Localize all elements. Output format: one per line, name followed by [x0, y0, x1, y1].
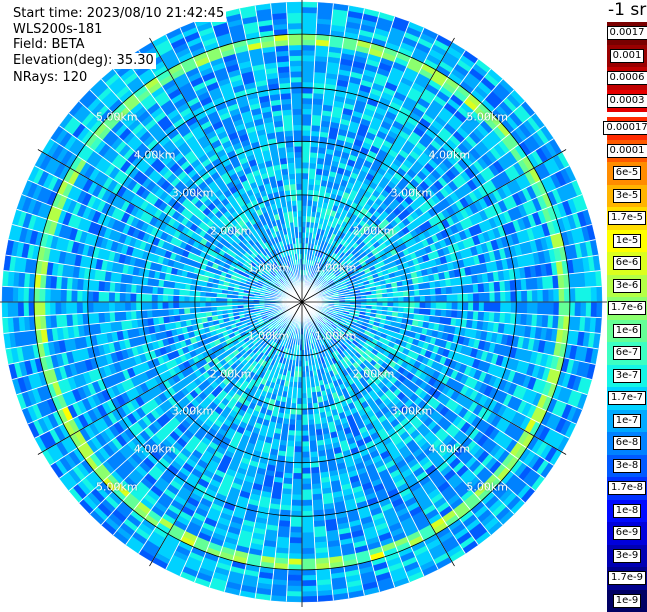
range-label: 2.00km	[353, 367, 395, 380]
colorbar: 0.0017 0.001 0.0006 0.0003 0.00017 0.0001 6e-5…	[607, 22, 647, 607]
range-label: 2.00km	[210, 367, 252, 380]
colorbar-tick-label: 6e-8	[613, 436, 642, 450]
colorbar-tick-label: 1e-6	[613, 324, 642, 338]
range-label: 4.00km	[429, 443, 471, 456]
range-label: 5.00km	[466, 481, 508, 494]
colorbar-bin: 3e-6	[607, 275, 647, 298]
colorbar-tick-label: 0.0017	[607, 26, 647, 40]
colorbar-bin: 1e-7	[607, 410, 647, 433]
colorbar-tick-label: 1.7e-5	[608, 211, 646, 225]
colorbar-tick-label: 0.0003	[607, 94, 647, 108]
colorbar-tick-label: 3e-5	[613, 189, 642, 203]
colorbar-tick-label: 6e-6	[613, 256, 642, 270]
instrument-text: WLS200s-181	[11, 22, 104, 38]
colorbar-tick-label: 1.7e-8	[608, 481, 646, 495]
colorbar-bin: 6e-9	[607, 522, 647, 545]
nrays-text: NRays: 120	[11, 70, 89, 86]
range-label: 4.00km	[134, 148, 176, 161]
range-label: 2.00km	[353, 224, 395, 237]
colorbar-tick-label: 0.0001	[607, 144, 647, 158]
colorbar-bin: 1.7e-6	[607, 297, 647, 320]
colorbar-tick-label: 3e-6	[613, 279, 642, 293]
colorbar-bin: 3e-8	[607, 455, 647, 478]
colorbar-bin: 3e-9	[607, 545, 647, 568]
range-label: 4.00km	[429, 148, 471, 161]
colorbar-bin: 0.001	[607, 45, 647, 68]
colorbar-tick-label: 1e-8	[613, 504, 642, 518]
range-label: 3.00km	[172, 186, 214, 199]
colorbar-bin: 1e-6	[607, 320, 647, 343]
field-text: Field: BETA	[11, 37, 86, 53]
colorbar-bin: 1.7e-8	[607, 477, 647, 500]
colorbar-bin: 1e-9	[607, 590, 647, 612]
colorbar-bin: 1.7e-7	[607, 387, 647, 410]
colorbar-tick-label: 1e-9	[613, 594, 642, 608]
colorbar-tick-label: 3e-9	[613, 549, 642, 563]
range-label: 1.00km	[315, 329, 357, 342]
range-label: 2.00km	[210, 224, 252, 237]
colorbar-tick-label: 6e-5	[613, 166, 642, 180]
colorbar-bin: 1.7e-5	[607, 207, 647, 230]
colorbar-bin: 6e-7	[607, 342, 647, 365]
colorbar-tick-label: 1.7e-6	[608, 301, 646, 315]
range-label: 3.00km	[391, 405, 433, 418]
range-label: 3.00km	[391, 186, 433, 199]
colorbar-bin: 6e-6	[607, 252, 647, 275]
colorbar-tick-label: 1e-5	[613, 234, 642, 248]
colorbar-tick-label: 0.0006	[607, 71, 647, 85]
range-label: 5.00km	[466, 110, 508, 123]
colorbar-bin: 6e-5	[607, 162, 647, 185]
colorbar-bin: 0.0006	[607, 67, 647, 90]
colorbar-bin: 3e-7	[607, 365, 647, 388]
colorbar-tick-label: 6e-9	[613, 526, 642, 540]
range-label: 1.00km	[315, 262, 357, 275]
range-label: 1.00km	[248, 329, 290, 342]
colorbar-bin: 0.0003	[607, 90, 647, 113]
elevation-text: Elevation(deg): 35.30	[11, 53, 156, 69]
colorbar-tick-label: 3e-8	[613, 459, 642, 473]
colorbar-tick-label: 1e-7	[613, 414, 642, 428]
range-label: 1.00km	[248, 262, 290, 275]
colorbar-bin: 1.7e-9	[607, 567, 647, 590]
colorbar-tick-label: 1.7e-7	[608, 391, 646, 405]
colorbar-bin: 1e-5	[607, 230, 647, 253]
colorbar-bin: 0.0001	[607, 140, 647, 163]
range-label: 3.00km	[172, 405, 214, 418]
range-label: 5.00km	[96, 110, 138, 123]
colorbar-tick-label: 3e-7	[613, 369, 642, 383]
colorbar-bin: 6e-8	[607, 432, 647, 455]
colorbar-tick-label: 1.7e-9	[608, 571, 646, 585]
colorbar-unit-label: -1 sr	[607, 0, 646, 20]
colorbar-bin: 0.00017	[607, 117, 647, 140]
range-label: 5.00km	[96, 481, 138, 494]
colorbar-bin: 0.0017	[607, 22, 647, 45]
colorbar-tick-label: 6e-7	[613, 346, 642, 360]
colorbar-bin: 1e-8	[607, 500, 647, 523]
colorbar-tick-label: 0.001	[610, 49, 645, 63]
range-label: 4.00km	[134, 443, 176, 456]
colorbar-tick-label: 0.00017	[603, 121, 647, 135]
start-time-text: Start time: 2023/08/10 21:42:45	[11, 6, 226, 22]
colorbar-bin: 3e-5	[607, 185, 647, 208]
